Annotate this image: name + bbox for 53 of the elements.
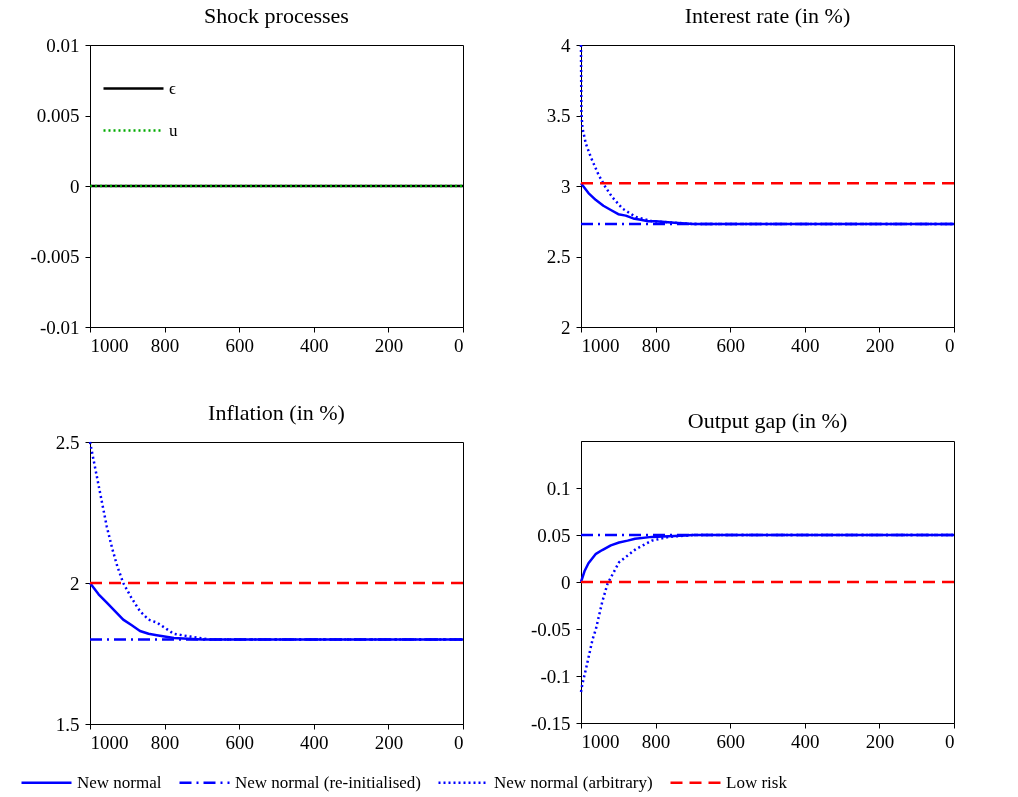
x-tick-label: 800 (150, 334, 180, 356)
y-tick-label: 0 (70, 175, 80, 197)
y-tick-label: 0.01 (46, 34, 80, 56)
x-tick-label: 0 (945, 730, 955, 752)
y-tick-label: 0.1 (546, 477, 571, 499)
legend-label: New normal (arbitrary) (494, 772, 653, 792)
legend-label: ϵ (169, 78, 176, 98)
y-tick-label: 2 (561, 316, 571, 338)
y-tick-label: 2.5 (55, 431, 80, 453)
y-tick-label: 0.005 (36, 105, 80, 126)
x-tick-label: 600 (716, 334, 745, 356)
y-tick-label: -0.01 (39, 316, 80, 338)
x-tick-label: 200 (374, 334, 404, 356)
x-tick-label: 0 (454, 731, 464, 753)
y-tick-label: -0.15 (530, 712, 571, 734)
x-tick-label: 400 (791, 334, 820, 356)
chart-title: Shock processes (204, 3, 349, 28)
chart-title: Output gap (in %) (687, 408, 848, 433)
y-tick-label: 2.5 (546, 246, 571, 267)
x-tick-label: 600 (225, 731, 254, 753)
x-tick-label: 200 (865, 730, 895, 752)
chart-title: Inflation (in %) (208, 400, 345, 425)
x-tick-label: 1000 (581, 334, 620, 356)
legend-label: New normal (77, 772, 162, 792)
x-tick-label: 400 (791, 730, 820, 752)
x-tick-label: 1000 (90, 334, 129, 356)
y-tick-label: -0.05 (530, 618, 571, 640)
y-tick-label: 4 (561, 34, 571, 56)
x-tick-label: 600 (716, 730, 745, 752)
x-tick-label: 800 (150, 731, 180, 753)
y-tick-label: 0 (561, 571, 571, 593)
x-tick-label: 200 (374, 731, 404, 753)
y-tick-label: 1.5 (55, 713, 80, 735)
x-tick-label: 0 (454, 334, 464, 356)
legend-label: New normal (re-initialised) (235, 772, 421, 792)
y-tick-label: 0.05 (537, 524, 571, 546)
y-tick-label: 2 (70, 572, 80, 594)
legend-label: u (169, 120, 178, 140)
x-tick-label: 800 (641, 334, 671, 356)
legend-label: Low risk (726, 772, 788, 792)
x-tick-label: 1000 (90, 731, 129, 753)
x-tick-label: 0 (945, 334, 955, 356)
x-tick-label: 1000 (581, 730, 620, 752)
y-tick-label: 3 (561, 175, 571, 197)
x-tick-label: 800 (641, 730, 671, 752)
x-tick-label: 400 (300, 334, 329, 356)
y-tick-label: 3.5 (546, 105, 571, 126)
x-tick-label: 200 (865, 334, 895, 356)
x-tick-label: 600 (225, 334, 254, 356)
y-tick-label: -0.1 (540, 665, 571, 687)
y-tick-label: -0.005 (30, 246, 80, 267)
x-tick-label: 400 (300, 731, 329, 753)
chart-title: Interest rate (in %) (684, 3, 851, 28)
